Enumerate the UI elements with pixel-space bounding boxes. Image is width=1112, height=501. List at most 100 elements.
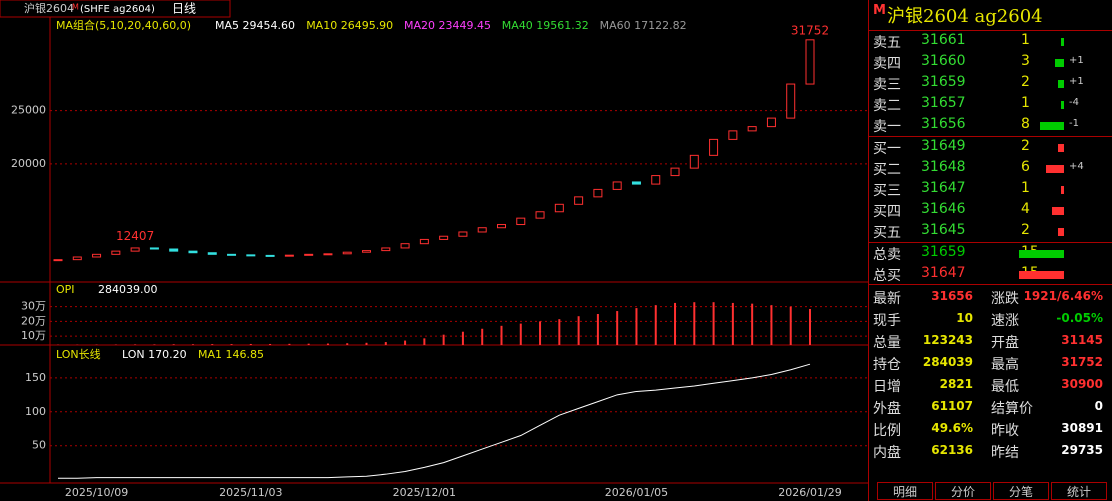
candle: [188, 250, 198, 254]
book-price: 31659: [921, 244, 966, 260]
stat-label: 最新: [873, 291, 901, 307]
book-price: 31645: [921, 222, 966, 238]
book-label: 买四: [873, 204, 901, 220]
book-volume: 1: [1021, 95, 1030, 111]
candle: [246, 254, 256, 257]
book-label: 总买: [873, 268, 901, 284]
book-label: 卖四: [873, 56, 901, 72]
book-price: 31648: [921, 159, 966, 175]
background: [0, 0, 868, 501]
x-tick-label: 2026/01/29: [778, 486, 841, 499]
candle: [631, 181, 641, 185]
toolbar: [0, 0, 231, 18]
candle: [496, 224, 506, 229]
ma-legend: MA40 19561.32: [502, 19, 589, 32]
stat-value: 31145: [1061, 333, 1103, 347]
candle: [766, 117, 776, 128]
stat-value: 1921/6.46%: [1023, 289, 1103, 303]
stat-value: 62136: [931, 443, 973, 457]
book-bar: [1061, 101, 1064, 109]
book-bar: [1058, 228, 1064, 236]
candle: [53, 259, 63, 262]
ma-legend: MA60 17122.82: [600, 19, 687, 32]
tab[interactable]: 统计: [1051, 482, 1107, 500]
stat-value: 31656: [931, 289, 973, 303]
stat-label: 持仓: [873, 357, 901, 373]
book-price: 31661: [921, 32, 966, 48]
candle: [265, 254, 275, 257]
quote-panel: M 沪银2604 ag2604 卖五 31661 1 卖四 31660 3 +1 卖三 31659 2…: [868, 0, 1112, 501]
stat-value: 61107: [931, 399, 973, 413]
y-tick-label: 50: [32, 439, 46, 452]
stat-value: 49.6%: [931, 421, 973, 435]
candle: [111, 250, 121, 255]
candle: [362, 250, 372, 253]
book-price: 31657: [921, 95, 966, 111]
stat-label: 昨收: [991, 423, 1019, 439]
x-tick-label: 2025/11/03: [219, 486, 282, 499]
candle: [709, 138, 719, 156]
x-tick-label: 2026/01/05: [605, 486, 668, 499]
candle: [342, 251, 352, 255]
book-label: 卖一: [873, 119, 901, 135]
candle: [323, 253, 333, 256]
stat-value: 29735: [1061, 443, 1103, 457]
stat-label: 结算价: [991, 401, 1033, 417]
book-price: 31656: [921, 116, 966, 132]
candle: [169, 248, 179, 252]
stat-label: 最低: [991, 379, 1019, 395]
candle: [419, 238, 429, 245]
candle: [689, 154, 699, 169]
y-tick-label: 10万: [21, 329, 46, 342]
candle: [130, 247, 140, 252]
stat-label: 总量: [873, 335, 901, 351]
candle: [304, 253, 314, 256]
candle: [786, 83, 796, 119]
candle: [612, 181, 622, 190]
book-bar: [1058, 80, 1064, 88]
book-bar: [1019, 271, 1064, 279]
ma-legend: MA20 23449.45: [404, 19, 491, 32]
candle: [574, 196, 584, 205]
stat-value: 10: [956, 311, 973, 325]
quote-title: 沪银2604 ag2604: [887, 6, 1043, 27]
y-tick-label: 20万: [21, 314, 46, 327]
x-tick-label: 2025/10/09: [65, 486, 128, 499]
stat-label: 内盘: [873, 445, 901, 461]
book-label: 卖五: [873, 35, 901, 51]
book-bar: [1040, 122, 1064, 130]
stat-label: 比例: [873, 423, 901, 439]
separator: [869, 284, 1112, 285]
stat-value: 284039: [922, 355, 973, 369]
book-price: 31659: [921, 74, 966, 90]
chart-area: 沪银2604 M (SHFE ag2604) 日线 MA组合(5,10,20,4…: [0, 0, 868, 501]
book-change: +1: [1069, 76, 1084, 87]
book-volume: 8: [1021, 116, 1030, 132]
book-bar: [1061, 38, 1064, 46]
candle: [284, 254, 294, 257]
symbol: 沪银2604: [24, 1, 74, 15]
candle: [516, 217, 526, 226]
stat-value: 30900: [1061, 377, 1103, 391]
book-label: 买五: [873, 225, 901, 241]
book-volume: 2: [1021, 138, 1030, 154]
stat-value: 0: [1094, 399, 1103, 413]
candle: [651, 175, 661, 185]
book-price: 31649: [921, 138, 966, 154]
stat-value: 2821: [939, 377, 973, 391]
book-bar: [1058, 144, 1064, 152]
stat-label: 日增: [873, 379, 901, 395]
book-label: 买一: [873, 141, 901, 157]
tab[interactable]: 分价: [935, 482, 991, 500]
exchange: (SHFE ag2604): [80, 4, 155, 15]
book-volume: 1: [1021, 32, 1030, 48]
book-bar: [1055, 59, 1064, 67]
stat-label: 外盘: [873, 401, 901, 417]
tab[interactable]: 明细: [877, 482, 933, 500]
tab[interactable]: 分笔: [993, 482, 1049, 500]
ma-legend-title: MA组合(5,10,20,40,60,0): [56, 18, 191, 32]
candle: [728, 130, 738, 140]
book-change: +4: [1069, 161, 1084, 172]
y-tick-label: 20000: [11, 157, 46, 170]
